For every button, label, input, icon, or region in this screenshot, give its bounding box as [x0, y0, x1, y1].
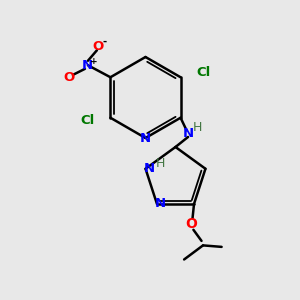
Text: Cl: Cl [81, 114, 95, 127]
Text: O: O [185, 218, 197, 231]
Text: Cl: Cl [196, 66, 210, 79]
Text: N: N [155, 197, 166, 211]
Text: O: O [93, 40, 104, 53]
Text: N: N [82, 59, 93, 72]
Text: -: - [103, 37, 107, 47]
Text: H: H [193, 122, 202, 134]
Text: H: H [156, 157, 165, 170]
Text: O: O [64, 71, 75, 84]
Text: N: N [144, 162, 155, 175]
Text: N: N [139, 131, 151, 145]
Text: +: + [89, 57, 97, 66]
Text: N: N [182, 127, 194, 140]
